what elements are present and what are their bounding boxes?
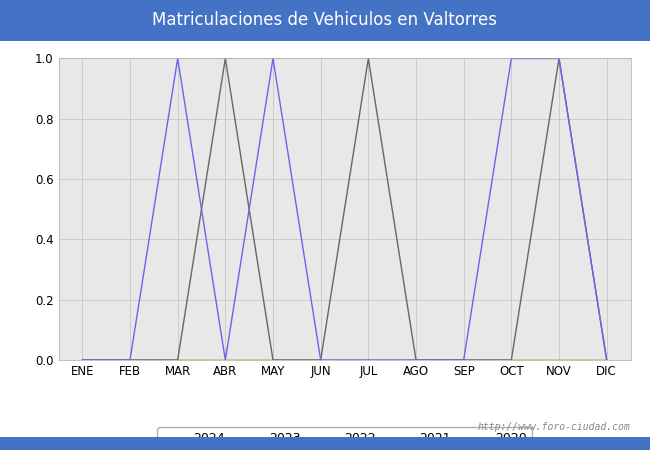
- Text: Matriculaciones de Vehiculos en Valtorres: Matriculaciones de Vehiculos en Valtorre…: [153, 11, 497, 29]
- Legend: 2024, 2023, 2022, 2021, 2020: 2024, 2023, 2022, 2021, 2020: [157, 427, 532, 450]
- Text: http://www.foro-ciudad.com: http://www.foro-ciudad.com: [478, 422, 630, 432]
